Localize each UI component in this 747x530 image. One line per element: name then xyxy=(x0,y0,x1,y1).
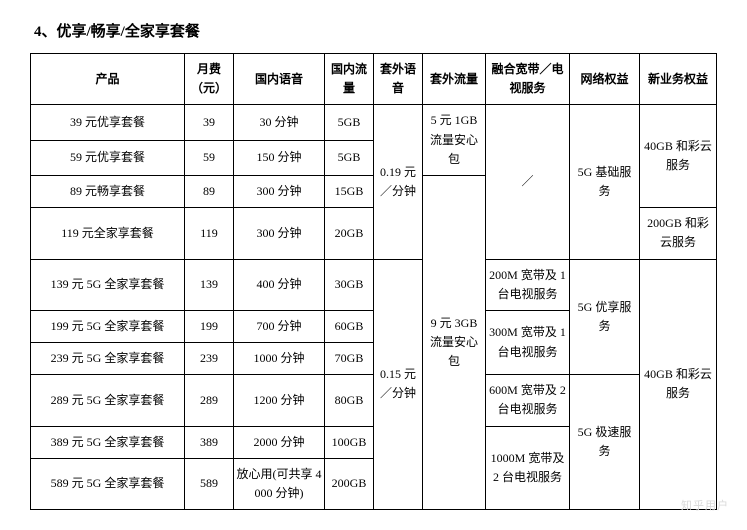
cell-broadband: 1000M 宽带及 2 台电视服务 xyxy=(486,426,570,510)
cell-data: 5GB xyxy=(325,140,374,175)
cell-voice: 1200 分钟 xyxy=(234,375,325,426)
cell-product: 119 元全家享套餐 xyxy=(31,208,185,259)
cell-voice: 2000 分钟 xyxy=(234,426,325,458)
cell-voice: 300 分钟 xyxy=(234,175,325,207)
cell-fee: 89 xyxy=(185,175,234,207)
col-voice: 国内语音 xyxy=(234,54,325,105)
cell-voice: 放心用(可共享 4000 分钟) xyxy=(234,458,325,509)
cell-voice: 700 分钟 xyxy=(234,310,325,342)
cell-data: 5GB xyxy=(325,105,374,140)
cell-product: 59 元优享套餐 xyxy=(31,140,185,175)
table-row: 139 元 5G 全家享套餐 139 400 分钟 30GB 0.15 元／分钟… xyxy=(31,259,717,310)
cell-product: 39 元优享套餐 xyxy=(31,105,185,140)
col-fee: 月费（元） xyxy=(185,54,234,105)
cell-voice: 300 分钟 xyxy=(234,208,325,259)
cell-fee: 59 xyxy=(185,140,234,175)
watermark: 知乎用户 xyxy=(681,497,729,513)
cell-newbiz: 40GB 和彩云服务 xyxy=(640,105,717,208)
cell-product: 239 元 5G 全家享套餐 xyxy=(31,343,185,375)
plan-table: 产品 月费（元） 国内语音 国内流量 套外语音 套外流量 融合宽带／电视服务 网… xyxy=(30,53,717,510)
col-broadband: 融合宽带／电视服务 xyxy=(486,54,570,105)
col-newbiz: 新业务权益 xyxy=(640,54,717,105)
col-extravoice: 套外语音 xyxy=(374,54,423,105)
cell-network: 5G 基础服务 xyxy=(570,105,640,259)
col-product: 产品 xyxy=(31,54,185,105)
cell-voice: 30 分钟 xyxy=(234,105,325,140)
cell-data: 15GB xyxy=(325,175,374,207)
cell-extravoice: 0.15 元／分钟 xyxy=(374,259,423,510)
cell-data: 70GB xyxy=(325,343,374,375)
section-title: 4、优享/畅享/全家享套餐 xyxy=(34,20,717,41)
cell-voice: 400 分钟 xyxy=(234,259,325,310)
col-extradata: 套外流量 xyxy=(423,54,486,105)
cell-fee: 239 xyxy=(185,343,234,375)
cell-data: 20GB xyxy=(325,208,374,259)
table-header-row: 产品 月费（元） 国内语音 国内流量 套外语音 套外流量 融合宽带／电视服务 网… xyxy=(31,54,717,105)
cell-fee: 289 xyxy=(185,375,234,426)
table-row: 39 元优享套餐 39 30 分钟 5GB 0.19 元／分钟 5 元 1GB … xyxy=(31,105,717,140)
col-network: 网络权益 xyxy=(570,54,640,105)
cell-voice: 1000 分钟 xyxy=(234,343,325,375)
cell-broadband: ／ xyxy=(486,105,570,259)
cell-voice: 150 分钟 xyxy=(234,140,325,175)
cell-extradata: 5 元 1GB 流量安心包 xyxy=(423,105,486,176)
cell-data: 60GB xyxy=(325,310,374,342)
cell-product: 139 元 5G 全家享套餐 xyxy=(31,259,185,310)
cell-product: 589 元 5G 全家享套餐 xyxy=(31,458,185,509)
col-data: 国内流量 xyxy=(325,54,374,105)
cell-data: 100GB xyxy=(325,426,374,458)
cell-product: 289 元 5G 全家享套餐 xyxy=(31,375,185,426)
cell-broadband: 200M 宽带及 1 台电视服务 xyxy=(486,259,570,310)
cell-newbiz: 40GB 和彩云服务 xyxy=(640,259,717,510)
cell-fee: 389 xyxy=(185,426,234,458)
cell-network: 5G 极速服务 xyxy=(570,375,640,510)
cell-extradata: 9 元 3GB 流量安心包 xyxy=(423,175,486,509)
cell-product: 89 元畅享套餐 xyxy=(31,175,185,207)
cell-fee: 589 xyxy=(185,458,234,509)
cell-data: 200GB xyxy=(325,458,374,509)
cell-fee: 39 xyxy=(185,105,234,140)
cell-extravoice: 0.19 元／分钟 xyxy=(374,105,423,259)
cell-data: 80GB xyxy=(325,375,374,426)
cell-fee: 139 xyxy=(185,259,234,310)
cell-product: 389 元 5G 全家享套餐 xyxy=(31,426,185,458)
cell-broadband: 600M 宽带及 2 台电视服务 xyxy=(486,375,570,426)
cell-data: 30GB xyxy=(325,259,374,310)
cell-fee: 199 xyxy=(185,310,234,342)
cell-broadband: 300M 宽带及 1 台电视服务 xyxy=(486,310,570,374)
cell-product: 199 元 5G 全家享套餐 xyxy=(31,310,185,342)
cell-newbiz: 200GB 和彩云服务 xyxy=(640,208,717,259)
cell-fee: 119 xyxy=(185,208,234,259)
cell-network: 5G 优享服务 xyxy=(570,259,640,375)
